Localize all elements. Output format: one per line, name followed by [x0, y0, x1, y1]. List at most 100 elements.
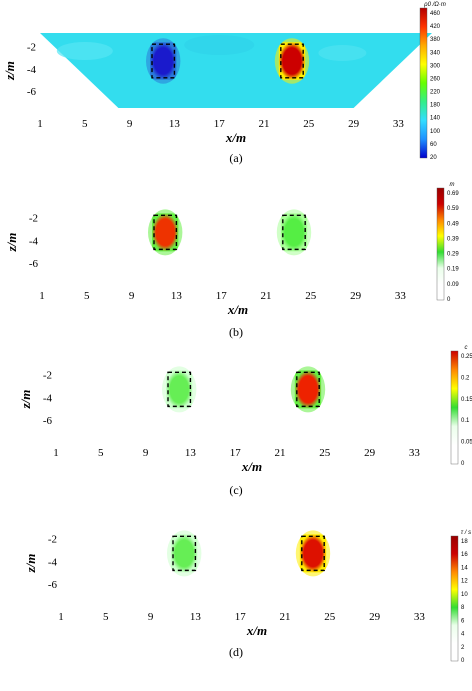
x-tick-label: 17	[216, 290, 228, 302]
y-tick-label: -6	[43, 415, 53, 427]
y-tick-label: -4	[48, 556, 58, 568]
background-texture	[56, 42, 113, 60]
x-tick-label: 9	[127, 118, 133, 130]
colorbar-tick-label: 460	[430, 11, 441, 17]
colorbar-title: ρ0 /Ω·m	[423, 2, 446, 8]
panel-1: 1 5 9 13 17 21 25 29 33 -2 -4 -6 x/m z/m (a) ρ0 /Ω·m 460…	[2, 2, 446, 165]
colorbar-tick-label: 180	[430, 103, 441, 109]
y-tick-label: -6	[27, 86, 37, 98]
colorbar-tick-label: 100	[430, 129, 441, 135]
x-tick-label: 21	[275, 447, 286, 459]
x-tick-label: 5	[103, 611, 109, 623]
x-tick-label: 29	[350, 290, 362, 302]
x-tick-label: 21	[261, 290, 272, 302]
panel-caption: (b)	[229, 325, 243, 339]
anomaly-body	[280, 213, 308, 252]
colorbar-tick-label: 0.25	[461, 354, 472, 360]
colorbar	[450, 535, 459, 662]
y-tick-label: -4	[27, 64, 37, 76]
colorbar-tick-label: 260	[430, 76, 441, 82]
x-tick-label: 1	[37, 118, 43, 130]
anomaly-body	[150, 42, 177, 80]
x-tick-label: 9	[148, 611, 154, 623]
x-axis-label: x/m	[227, 302, 248, 317]
colorbar-tick-label: 4	[461, 632, 465, 638]
panel-2: 1 5 9 13 17 21 25 29 33 -2 -4 -6 x/m z/m (b) m 0.69 0.59 0…	[4, 182, 459, 339]
background-texture	[184, 35, 255, 55]
colorbar-tick-label: 0.09	[447, 282, 459, 288]
x-tick-label: 9	[129, 290, 135, 302]
y-tick-label: -4	[43, 392, 53, 404]
x-axis-label: x/m	[241, 459, 262, 474]
colorbar-tick-label: 140	[430, 116, 441, 122]
x-tick-label: 13	[171, 290, 183, 302]
colorbar	[419, 7, 428, 159]
x-tick-label: 17	[214, 118, 226, 130]
colorbar-tick-label: 0	[461, 461, 465, 467]
anomaly-body	[299, 534, 327, 573]
colorbar-tick-label: 2	[461, 645, 465, 651]
x-tick-label: 1	[58, 611, 64, 623]
x-tick-label: 21	[259, 118, 270, 130]
x-tick-label: 33	[393, 118, 405, 130]
anomaly-body	[278, 42, 306, 80]
x-tick-label: 29	[348, 118, 360, 130]
panel-3: 1 5 9 13 17 21 25 29 33 -2 -4 -6 x/m z/m (c) c 0.25 0.2 0.…	[18, 345, 472, 497]
colorbar-tick-label: 0.59	[447, 206, 459, 212]
colorbar-tick-label: 20	[430, 155, 437, 161]
colorbar	[436, 187, 445, 301]
colorbar-tick-label: 0	[461, 658, 465, 664]
x-tick-label: 1	[53, 447, 59, 459]
panel-4: 1 5 9 13 17 21 25 29 33 -2 -4 -6 x/m z/m (d) τ / s 18 16 1…	[23, 530, 471, 664]
anomaly-body	[166, 370, 193, 409]
colorbar-tick-label: 300	[430, 63, 441, 69]
x-tick-label: 17	[230, 447, 242, 459]
colorbar-tick-label: 0.2	[461, 375, 470, 381]
colorbar-tick-label: 0.05	[461, 440, 472, 446]
y-tick-label: -4	[29, 235, 39, 247]
colorbar-tick-label: 380	[430, 37, 441, 43]
colorbar-tick-label: 12	[461, 579, 468, 585]
colorbar-tick-label: 0.29	[447, 252, 459, 258]
x-axis-label: x/m	[225, 130, 246, 145]
x-tick-label: 25	[305, 290, 317, 302]
colorbar-title: m	[450, 182, 455, 188]
colorbar-tick-label: 340	[430, 50, 441, 56]
colorbar-tick-label: 0	[447, 297, 451, 303]
x-tick-label: 29	[369, 611, 381, 623]
colorbar-tick-label: 0.15	[461, 397, 472, 403]
colorbar-tick-label: 18	[461, 539, 468, 545]
x-tick-label: 33	[409, 447, 421, 459]
colorbar-tick-label: 10	[461, 592, 468, 598]
x-tick-label: 1	[39, 290, 45, 302]
panel-caption: (d)	[229, 645, 243, 659]
colorbar-tick-label: 420	[430, 24, 441, 30]
y-tick-label: -2	[43, 370, 52, 382]
x-tick-label: 21	[280, 611, 291, 623]
x-tick-label: 5	[82, 118, 88, 130]
x-axis-label: x/m	[246, 623, 267, 638]
anomaly-body	[171, 534, 198, 573]
x-tick-label: 5	[98, 447, 104, 459]
y-axis-label: z/m	[18, 390, 33, 410]
colorbar-tick-label: 0.49	[447, 221, 459, 227]
colorbar-tick-label: 0.19	[447, 267, 459, 273]
colorbar-tick-label: 0.1	[461, 418, 470, 424]
background-texture	[318, 45, 367, 61]
x-tick-label: 25	[324, 611, 336, 623]
x-tick-label: 13	[185, 447, 197, 459]
x-tick-label: 33	[395, 290, 407, 302]
colorbar-tick-label: 220	[430, 90, 441, 96]
colorbar	[450, 350, 459, 465]
panel-caption: (a)	[229, 151, 242, 165]
y-axis-label: z/m	[4, 233, 19, 253]
x-tick-label: 13	[190, 611, 202, 623]
x-tick-label: 25	[319, 447, 331, 459]
x-tick-label: 33	[414, 611, 426, 623]
y-tick-label: -6	[48, 579, 58, 591]
anomaly-body	[152, 213, 179, 252]
y-axis-label: z/m	[2, 61, 17, 81]
y-tick-label: -2	[27, 41, 36, 53]
y-axis-label: z/m	[23, 554, 38, 574]
